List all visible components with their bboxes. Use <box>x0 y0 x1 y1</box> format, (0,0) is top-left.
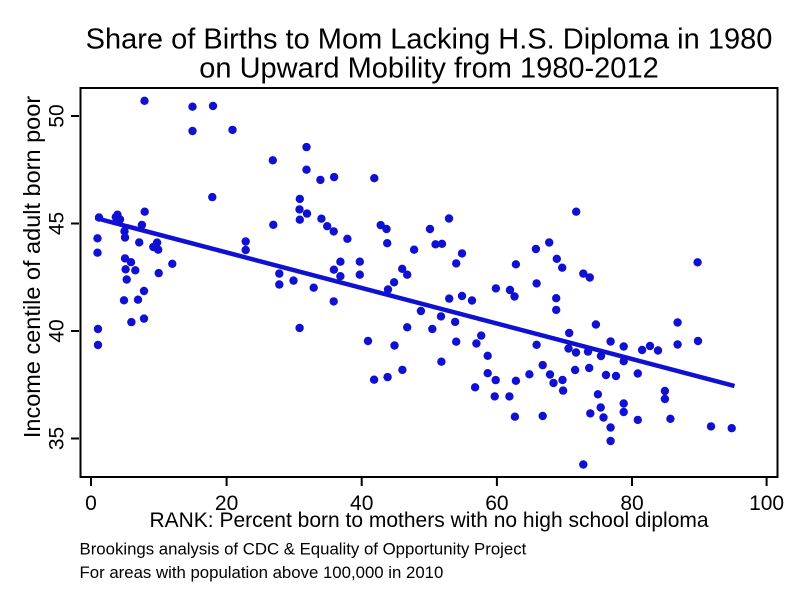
svg-text:40: 40 <box>350 492 373 515</box>
svg-text:on Upward Mobility from 1980-2: on Upward Mobility from 1980-2012 <box>199 53 658 85</box>
svg-text:RANK: Percent born to mothers: RANK: Percent born to mothers with no hi… <box>149 509 708 532</box>
svg-text:For areas with population abov: For areas with population above 100,000 … <box>80 563 444 582</box>
svg-text:Brookings analysis of CDC & Eq: Brookings analysis of CDC & Equality of … <box>80 540 527 559</box>
svg-text:35: 35 <box>46 427 69 450</box>
svg-text:Income centile of adult born p: Income centile of adult born poor <box>19 96 45 438</box>
svg-text:60: 60 <box>485 492 508 515</box>
svg-text:50: 50 <box>46 104 69 127</box>
svg-text:80: 80 <box>620 492 643 515</box>
svg-text:Share of Births to Mom Lacking: Share of Births to Mom Lacking H.S. Dipl… <box>86 23 773 55</box>
svg-text:0: 0 <box>85 492 97 515</box>
svg-text:40: 40 <box>46 319 69 342</box>
svg-text:100: 100 <box>749 492 784 515</box>
svg-text:45: 45 <box>46 212 69 235</box>
svg-text:20: 20 <box>215 492 238 515</box>
